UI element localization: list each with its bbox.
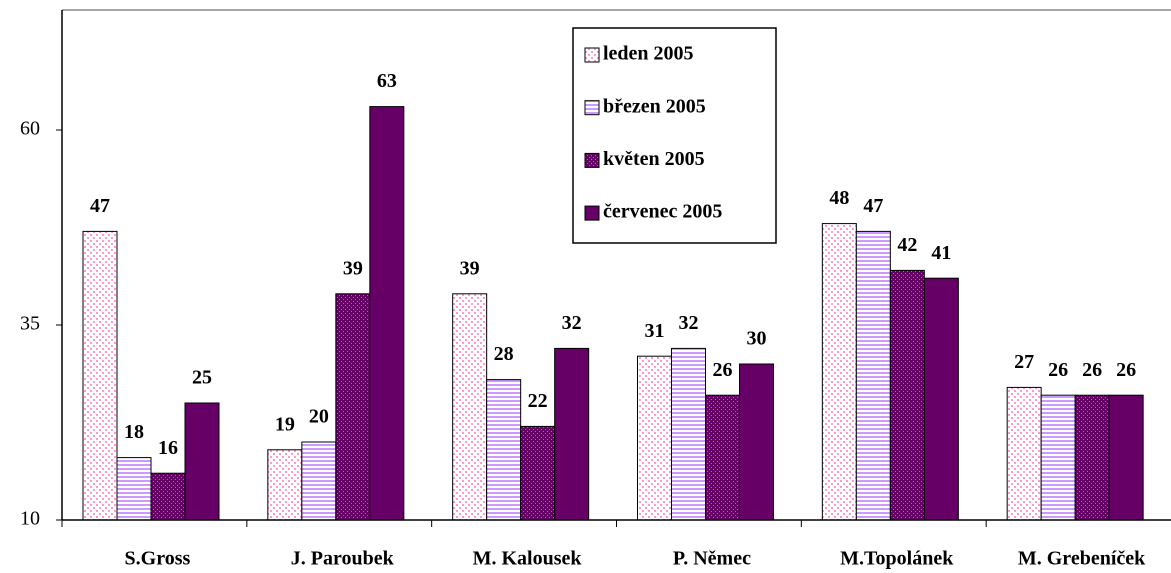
value-label: 31 <box>645 320 665 342</box>
value-label: 42 <box>897 234 917 256</box>
x-tick-label: J. Paroubek <box>291 548 395 570</box>
value-label: 19 <box>275 413 295 435</box>
value-label: 63 <box>377 70 397 92</box>
bar <box>369 106 405 521</box>
value-label: 26 <box>1048 359 1068 381</box>
x-tick-label: S.Gross <box>125 548 191 570</box>
y-tick-label: 35 <box>20 313 40 335</box>
value-label: 22 <box>528 390 548 412</box>
bar <box>821 223 857 521</box>
bar <box>486 379 522 521</box>
value-label: 26 <box>1082 359 1102 381</box>
bar <box>554 347 590 521</box>
x-tick-label: M.Topolánek <box>840 548 954 570</box>
value-label: 39 <box>460 257 480 279</box>
value-label: 39 <box>343 257 363 279</box>
legend-swatch <box>584 47 600 63</box>
x-tick-label: M. Grebeníček <box>1018 548 1146 570</box>
bar <box>889 269 925 521</box>
bar <box>1108 394 1144 521</box>
bar <box>452 293 488 521</box>
legend-label: březen 2005 <box>603 95 706 117</box>
value-label: 18 <box>124 421 144 443</box>
legend-label: leden 2005 <box>603 43 694 65</box>
bar <box>150 472 186 521</box>
bar <box>855 230 891 521</box>
legend-label: květen 2005 <box>603 148 705 170</box>
bar <box>116 457 152 521</box>
value-label: 30 <box>747 328 767 350</box>
value-label: 32 <box>562 312 582 334</box>
bar <box>82 230 118 521</box>
bar <box>739 363 774 521</box>
value-label: 28 <box>494 343 514 365</box>
value-label: 47 <box>863 195 883 217</box>
y-tick-label: 60 <box>20 118 40 140</box>
value-label: 41 <box>931 242 951 264</box>
bar <box>335 293 371 521</box>
value-label: 47 <box>90 195 110 217</box>
y-tick-label: 10 <box>20 508 40 530</box>
legend-swatch <box>584 205 600 221</box>
bar <box>1074 394 1110 521</box>
value-label: 16 <box>158 437 178 459</box>
value-label: 26 <box>1116 359 1136 381</box>
value-label: 20 <box>309 406 329 428</box>
value-label: 25 <box>192 367 212 389</box>
value-label: 26 <box>713 359 733 381</box>
legend-swatch <box>584 100 600 116</box>
bar <box>520 425 556 521</box>
bar <box>184 402 220 521</box>
x-tick-label: P. Němec <box>673 548 751 570</box>
legend-label: červenec 2005 <box>603 201 722 223</box>
bar <box>301 441 337 521</box>
bar <box>923 277 959 521</box>
value-label: 48 <box>829 187 849 209</box>
value-label: 27 <box>1014 351 1034 373</box>
bar <box>671 347 706 521</box>
bar <box>267 449 303 521</box>
bar <box>1040 394 1076 521</box>
x-tick-label: M. Kalousek <box>473 548 583 570</box>
bar <box>705 394 740 521</box>
legend-swatch <box>584 152 600 168</box>
bar <box>637 355 672 521</box>
bar <box>1006 386 1042 521</box>
legend-box <box>572 27 777 244</box>
value-label: 32 <box>679 312 699 334</box>
